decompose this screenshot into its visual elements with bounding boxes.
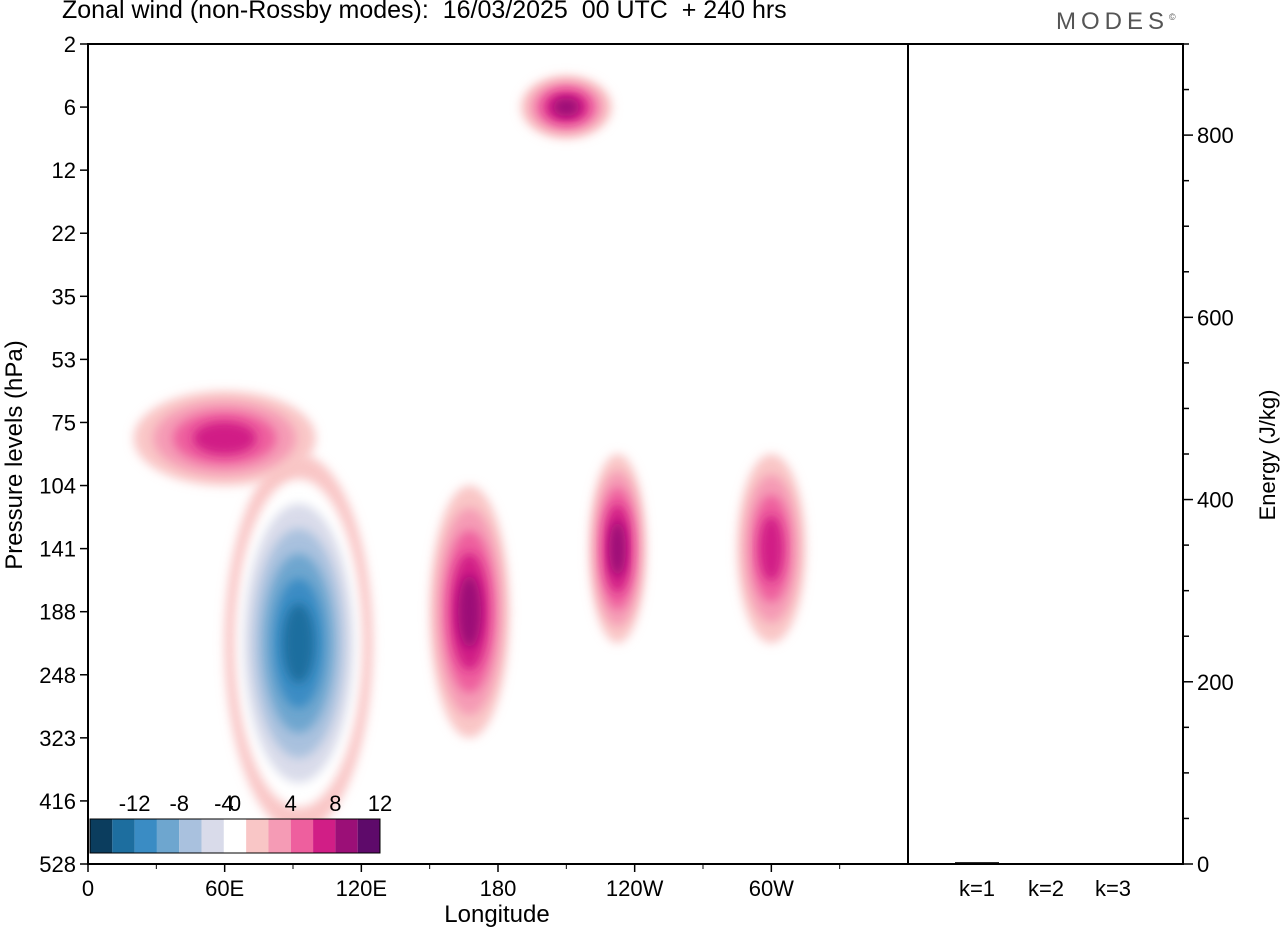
y-tick-label: 6 <box>64 95 76 120</box>
x-axis-label: Longitude <box>444 901 549 928</box>
colorbar-swatch <box>90 819 113 853</box>
colorbar-swatch <box>201 819 224 853</box>
wind-heatmap <box>133 75 806 833</box>
heatmap-feature <box>224 454 373 833</box>
energy-axis-label: Energy (J/kg) <box>1255 390 1280 521</box>
energy-category-label: k=3 <box>1095 876 1131 901</box>
colorbar-swatch <box>134 819 157 853</box>
colorbar-swatch <box>112 819 135 853</box>
energy-bar <box>955 862 999 864</box>
x-axis: 0 60E 120E 180 120W 60W <box>82 864 841 901</box>
heatmap-feature <box>133 390 316 486</box>
colorbar-label: -4 <box>214 791 234 816</box>
heatmap-contour <box>283 603 315 684</box>
energy-panel: 0 200 400 600 800 k=1 k=2 k=3 <box>955 43 1234 901</box>
y-tick-label: 188 <box>39 600 76 625</box>
colorbar-swatch <box>313 819 336 853</box>
brand-text: MODES <box>1056 8 1170 35</box>
x-tick-label: 60E <box>205 876 244 901</box>
colorbar-swatch <box>357 819 380 853</box>
x-tick-label: 60W <box>749 876 794 901</box>
colorbar-swatch <box>268 819 291 853</box>
heatmap-feature <box>429 485 510 738</box>
energy-bar <box>1024 863 1068 865</box>
colorbar-swatch <box>156 819 180 853</box>
x-tick-label: 120W <box>606 876 664 901</box>
energy-tick-label: 200 <box>1197 670 1234 695</box>
chart-title: Zonal wind (non-Rossby modes): 16/03/202… <box>62 0 787 24</box>
x-tick-label: 120E <box>336 876 387 901</box>
heatmap-contour <box>458 575 481 648</box>
colorbar: -12 -8 -40 4 8 12 <box>89 791 392 854</box>
y-tick-label: 53 <box>52 347 76 372</box>
heatmap-feature <box>589 453 647 644</box>
colorbar-swatch <box>223 819 247 853</box>
y-tick-label: 104 <box>39 474 76 499</box>
colorbar-swatch <box>335 819 358 853</box>
energy-category-label: k=2 <box>1028 876 1064 901</box>
colorbar-swatch <box>290 819 314 853</box>
y-tick-label: 323 <box>39 726 76 751</box>
y-tick-label: 528 <box>39 852 76 877</box>
y-tick-label: 35 <box>52 284 76 309</box>
heatmap-contour <box>553 98 580 117</box>
colorbar-label: 4 <box>285 791 297 816</box>
colorbar-label: 8 <box>329 791 341 816</box>
y-tick-label: 22 <box>52 221 76 246</box>
energy-tick-label: 400 <box>1197 488 1234 513</box>
colorbar-swatch <box>246 819 269 853</box>
y-axis: 2 6 12 22 35 53 75 104 141 188 248 323 416 528 <box>39 32 88 877</box>
colorbar-label: 12 <box>368 791 392 816</box>
colorbar-label: 0 <box>229 791 241 816</box>
energy-frame <box>907 43 1184 865</box>
colorbar-label: -8 <box>169 791 189 816</box>
y-tick-label: 141 <box>39 537 76 562</box>
energy-tick-label: 0 <box>1197 852 1209 877</box>
heatmap-contour <box>609 521 626 576</box>
y-tick-label: 416 <box>39 789 76 814</box>
energy-tick-label: 800 <box>1197 123 1234 148</box>
y-axis-label: Pressure levels (hPa) <box>1 340 28 569</box>
y-tick-label: 248 <box>39 663 76 688</box>
energy-tick-label: 600 <box>1197 305 1234 330</box>
colorbar-swatch <box>179 819 202 853</box>
modes-logo: MODES© <box>1056 8 1181 36</box>
energy-category-label: k=1 <box>959 876 995 901</box>
heatmap-feature <box>737 453 806 644</box>
y-tick-label: 75 <box>52 410 76 435</box>
y-tick-label: 2 <box>64 32 76 57</box>
x-tick-label: 0 <box>82 876 94 901</box>
energy-bar <box>1091 863 1135 865</box>
x-tick-label: 180 <box>480 876 517 901</box>
colorbar-frame <box>89 818 381 854</box>
y-tick-label: 12 <box>52 158 76 183</box>
heatmap-feature <box>520 75 612 139</box>
brand-mark: © <box>1169 12 1181 22</box>
heatmap-contour <box>192 421 257 455</box>
colorbar-label: -12 <box>119 791 151 816</box>
heatmap-contour <box>759 515 784 582</box>
